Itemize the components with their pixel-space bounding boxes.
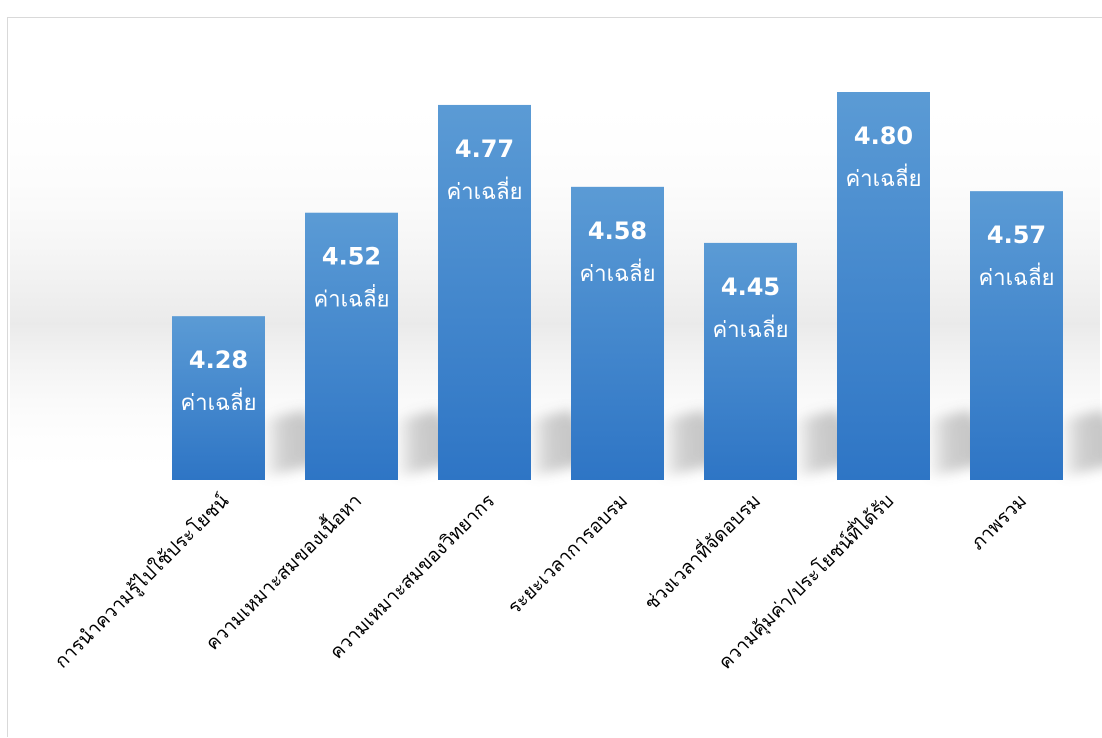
bar-shadow xyxy=(1059,410,1102,478)
category-label: ช่วงเวลาที่จัดอบรม xyxy=(638,488,765,615)
data-label-value: 4.52 xyxy=(322,243,381,271)
data-labels: 4.28 ค่าเฉลี่ย 4.52 ค่าเฉลี่ย 4.77 ค่าเฉลี่ย 4… xyxy=(181,122,1055,416)
bar xyxy=(305,212,398,480)
data-label-value: 4.80 xyxy=(854,122,913,150)
data-label-unit: ค่าเฉลี่ย xyxy=(713,314,789,343)
category-label: ระยะเวลาการอบรม xyxy=(504,490,633,619)
data-label-value: 4.28 xyxy=(189,346,248,374)
data-label-unit: ค่าเฉลี่ย xyxy=(314,284,390,313)
bar xyxy=(704,242,797,480)
bar xyxy=(438,104,531,480)
data-label-unit: ค่าเฉลี่ย xyxy=(181,387,257,416)
data-label-value: 4.57 xyxy=(987,221,1046,249)
bars xyxy=(172,92,1063,480)
category-label: ภาพรวม xyxy=(967,490,1031,554)
bar xyxy=(172,316,265,480)
data-label-value: 4.77 xyxy=(455,135,514,163)
bar xyxy=(837,92,930,480)
data-label-unit: ค่าเฉลี่ย xyxy=(447,176,523,205)
data-label-value: 4.58 xyxy=(588,217,647,245)
data-label-unit: ค่าเฉลี่ย xyxy=(846,163,922,192)
category-label: การนำความรู้ไปใช้ประโยชน์ xyxy=(50,489,233,672)
bar xyxy=(970,191,1063,480)
bar xyxy=(571,186,664,480)
data-label-value: 4.45 xyxy=(721,273,780,301)
data-label-unit: ค่าเฉลี่ย xyxy=(580,258,656,287)
data-label-unit: ค่าเฉลี่ย xyxy=(979,262,1055,291)
category-labels: การนำความรู้ไปใช้ประโยชน์ความเหมาะสมของเ… xyxy=(50,488,1031,675)
